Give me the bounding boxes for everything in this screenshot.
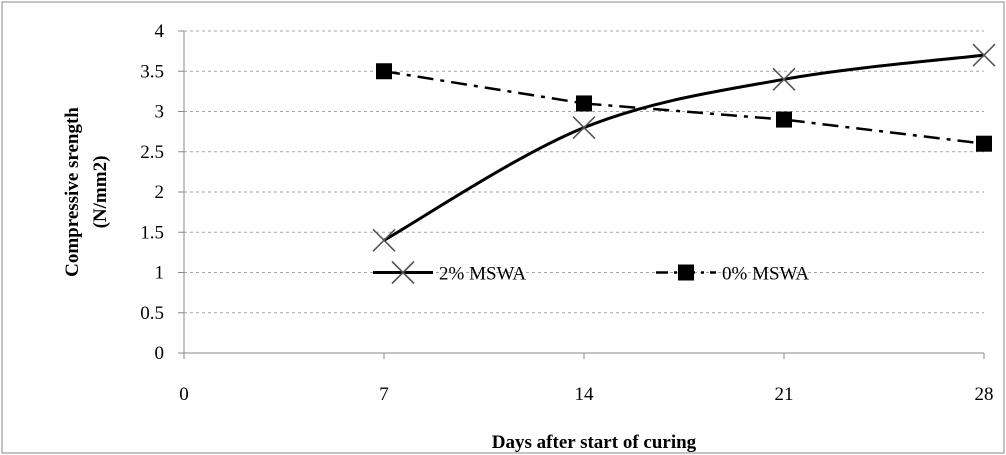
y-tick-label: 3.5 [140,61,164,82]
y-tick-label: 2 [155,182,165,203]
y-tick-label: 0.5 [140,303,164,324]
legend-marker-1-stroke-b [391,260,415,285]
y-tick-label: 2.5 [140,142,164,163]
data-point-series-2 [976,135,992,152]
legend-marker-1 [391,260,415,285]
x-tick-label: 28 [975,384,994,405]
data-point-series-1-stroke-b [772,67,796,91]
data-point-series-1 [372,228,396,252]
data-point-series-2 [576,95,592,112]
x-tick-label: 14 [575,384,595,405]
x-axis-tick-labels: 0 7 14 21 28 [179,384,993,405]
y-axis-title-line-2: (N/mm2) [90,156,111,229]
y-tick-label: 1.5 [140,222,164,243]
series-line-1 [383,53,985,242]
y-tick-label: 3 [155,102,165,123]
data-point-series-1-stroke-b [372,228,396,252]
data-point-series-2 [376,63,392,80]
x-tick-label: 21 [775,384,794,405]
y-tick-label: 4 [155,21,165,42]
data-point-series-1 [772,67,796,91]
series-lines [383,53,985,242]
legend-marker-2 [678,264,694,281]
data-point-series-2 [776,111,792,128]
axes [178,30,985,359]
data-point-series-1 [972,43,996,67]
series-markers [372,43,996,252]
legend-label-1: 2% MSWA [439,264,526,285]
legend-label-2: 0% MSWA [722,264,809,285]
x-axis-title: Days after start of curing [492,432,697,453]
legend: 2% MSWA 0% MSWA [373,260,809,285]
y-tick-label: 0 [155,343,165,364]
x-tick-label: 7 [379,384,389,405]
x-tick-label: 0 [179,384,189,405]
data-point-series-1-stroke-b [572,116,596,140]
data-point-series-1 [572,116,596,140]
y-tick-label: 1 [155,263,165,284]
data-point-series-1-stroke-b [972,43,996,67]
y-axis-title-line-1: Compressive srength [62,107,83,277]
gridlines [184,30,984,314]
y-axis-tick-labels: 0 0.5 1 1.5 2 2.5 3 3.5 4 [140,21,164,364]
